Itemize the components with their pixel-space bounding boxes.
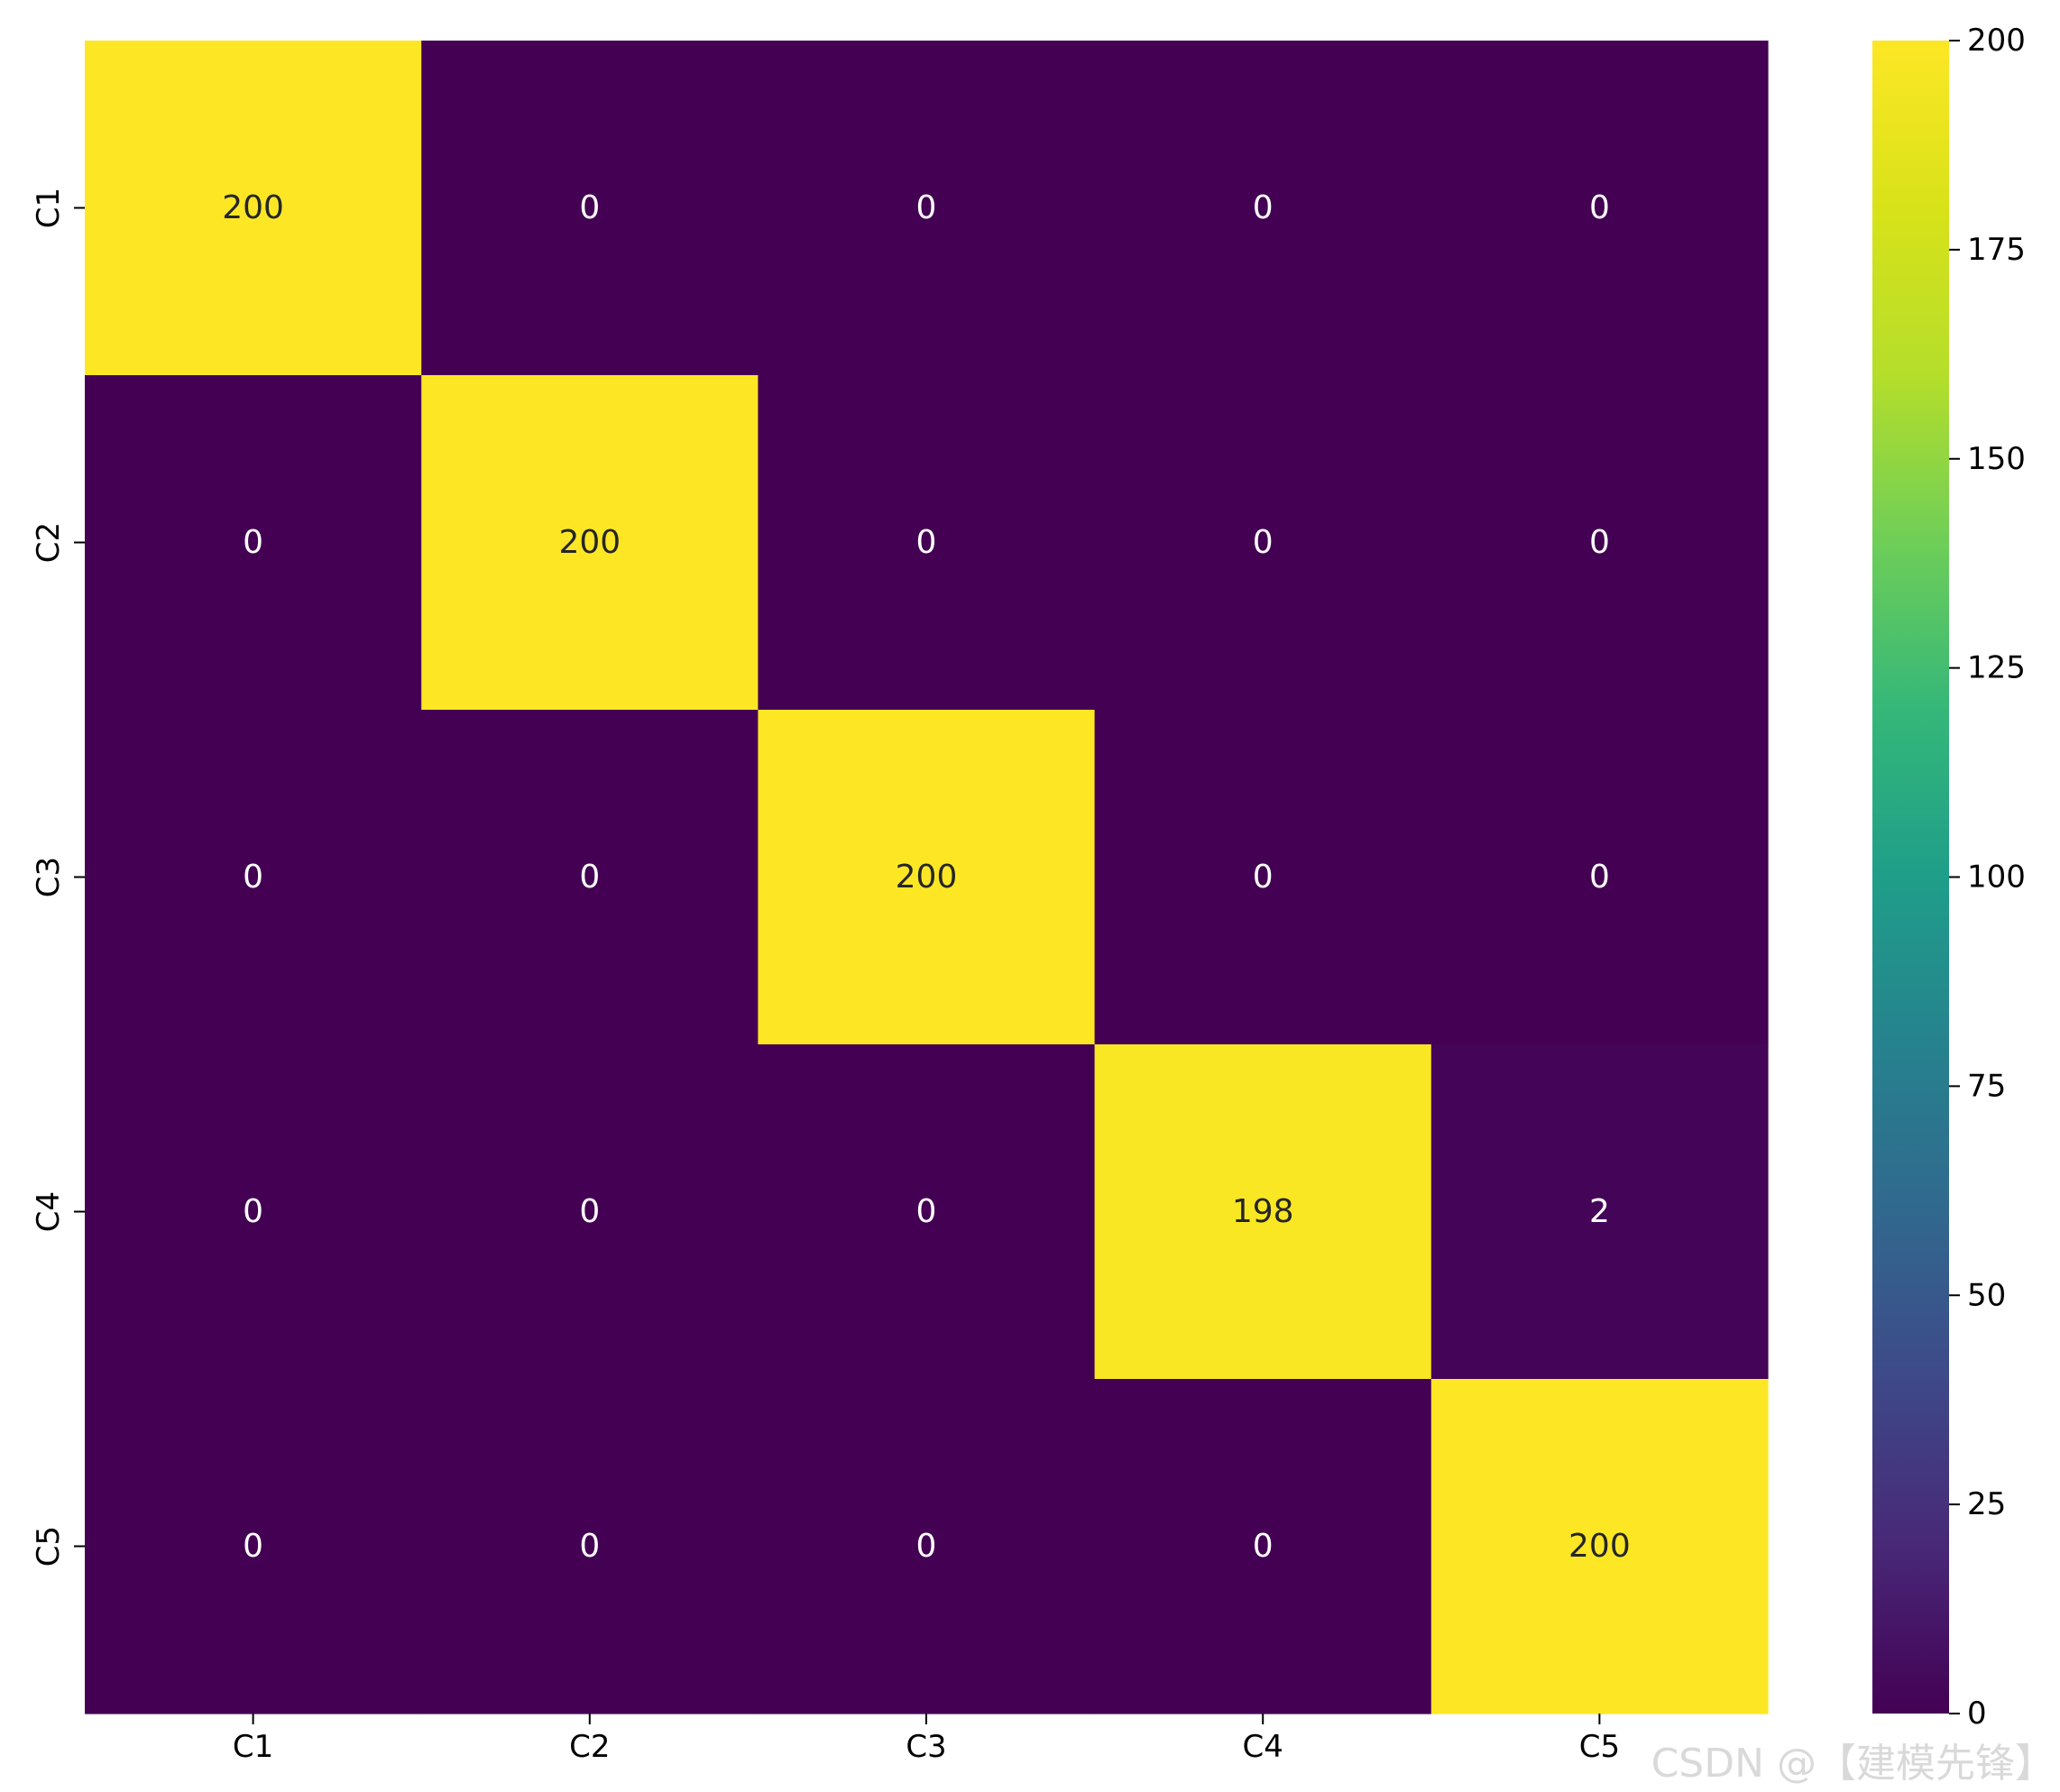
heatmap-cell	[1430, 1379, 1769, 1714]
colorbar-tick-label: 150	[1967, 441, 2026, 477]
cell-value-label: 0	[1253, 859, 1274, 896]
heatmap-cells	[85, 41, 1769, 1714]
watermark: CSDN @【建模先锋】	[1651, 1741, 2055, 1787]
heatmap-cell	[1094, 710, 1432, 1045]
heatmap-cell	[1094, 1044, 1432, 1380]
colorbar-tick-label: 125	[1967, 650, 2026, 686]
cell-value-label: 0	[1253, 1528, 1274, 1565]
cell-value-label: 0	[1589, 189, 1610, 226]
colorbar-tick-label: 25	[1967, 1486, 2006, 1522]
colorbar-gradient	[1872, 41, 1949, 1714]
heatmap-cell	[758, 710, 1096, 1045]
heatmap-cell	[421, 1379, 759, 1714]
colorbar-tick-label: 100	[1967, 859, 2026, 896]
cell-value-label: 0	[243, 524, 263, 561]
colorbar-tick-label: 75	[1967, 1068, 2006, 1104]
colorbar-tick-label: 200	[1967, 23, 2026, 59]
cell-value-label: 200	[558, 524, 621, 561]
y-tick-label: C1	[31, 188, 67, 228]
heatmap-cell	[758, 1379, 1096, 1714]
heatmap-cell	[1430, 1044, 1769, 1380]
y-tick-label: C2	[31, 522, 67, 563]
heatmap-cell-labels: 200 0 0 0 00 200 0 0 00 0 200 0 00 0 0 198 20 0 0 0 200	[222, 189, 1631, 1565]
heatmap-cell	[421, 375, 759, 711]
colorbar-tick-label: 175	[1967, 232, 2026, 268]
x-tick-label: C1	[233, 1729, 273, 1765]
cell-value-label: 2	[1589, 1193, 1610, 1230]
cell-value-label: 0	[916, 524, 937, 561]
heatmap-cell	[85, 1379, 422, 1714]
heatmap-cell	[421, 710, 759, 1045]
heatmap-cell	[1430, 375, 1769, 711]
cell-value-label: 200	[896, 859, 958, 896]
colorbar-tick-label: 50	[1967, 1277, 2006, 1313]
cell-value-label: 0	[916, 189, 937, 226]
cell-value-label: 200	[1568, 1528, 1631, 1565]
heatmap-cell	[758, 41, 1096, 376]
y-tick-label: C3	[31, 857, 67, 897]
x-axis: C1 C2 C3 C4 C5	[233, 1714, 1620, 1765]
cell-value-label: 200	[222, 189, 284, 226]
heatmap-cell	[1094, 375, 1432, 711]
heatmap-cell	[421, 41, 759, 376]
cell-value-label: 0	[916, 1528, 937, 1565]
cell-value-label: 0	[579, 189, 600, 226]
x-tick-label: C4	[1243, 1729, 1283, 1765]
heatmap-cell	[1094, 1379, 1432, 1714]
y-tick-label: C5	[31, 1526, 67, 1567]
x-tick-label: C2	[569, 1729, 610, 1765]
cell-value-label: 0	[243, 859, 263, 896]
heatmap-cell	[421, 1044, 759, 1380]
heatmap-cell	[1094, 41, 1432, 376]
colorbar-tick-label: 0	[1967, 1696, 1987, 1732]
y-tick-label: C4	[31, 1191, 67, 1232]
cell-value-label: 0	[1253, 189, 1274, 226]
heatmap-cell	[758, 375, 1096, 711]
heatmap-cell	[85, 375, 422, 711]
heatmap-cell	[758, 1044, 1096, 1380]
cell-value-label: 0	[243, 1528, 263, 1565]
cell-value-label: 0	[579, 1528, 600, 1565]
colorbar	[1872, 41, 1949, 1714]
cell-value-label: 198	[1232, 1193, 1294, 1230]
heatmap-cell	[85, 710, 422, 1045]
cell-value-label: 0	[243, 1193, 263, 1230]
cell-value-label: 0	[1589, 524, 1610, 561]
cell-value-label: 0	[579, 859, 600, 896]
cell-value-label: 0	[916, 1193, 937, 1230]
x-tick-label: C3	[906, 1729, 946, 1765]
heatmap-cell	[1430, 41, 1769, 376]
cell-value-label: 0	[1589, 859, 1610, 896]
heatmap-cell	[1430, 710, 1769, 1045]
x-tick-label: C5	[1579, 1729, 1620, 1765]
heatmap-cell	[85, 41, 422, 376]
y-axis: C1 C2 C3 C4 C5	[31, 188, 85, 1567]
cell-value-label: 0	[579, 1193, 600, 1230]
heatmap-cell	[85, 1044, 422, 1380]
colorbar-ticks: 0 25 50 75 100 125 150 175 200	[1949, 23, 2026, 1732]
cell-value-label: 0	[1253, 524, 1274, 561]
